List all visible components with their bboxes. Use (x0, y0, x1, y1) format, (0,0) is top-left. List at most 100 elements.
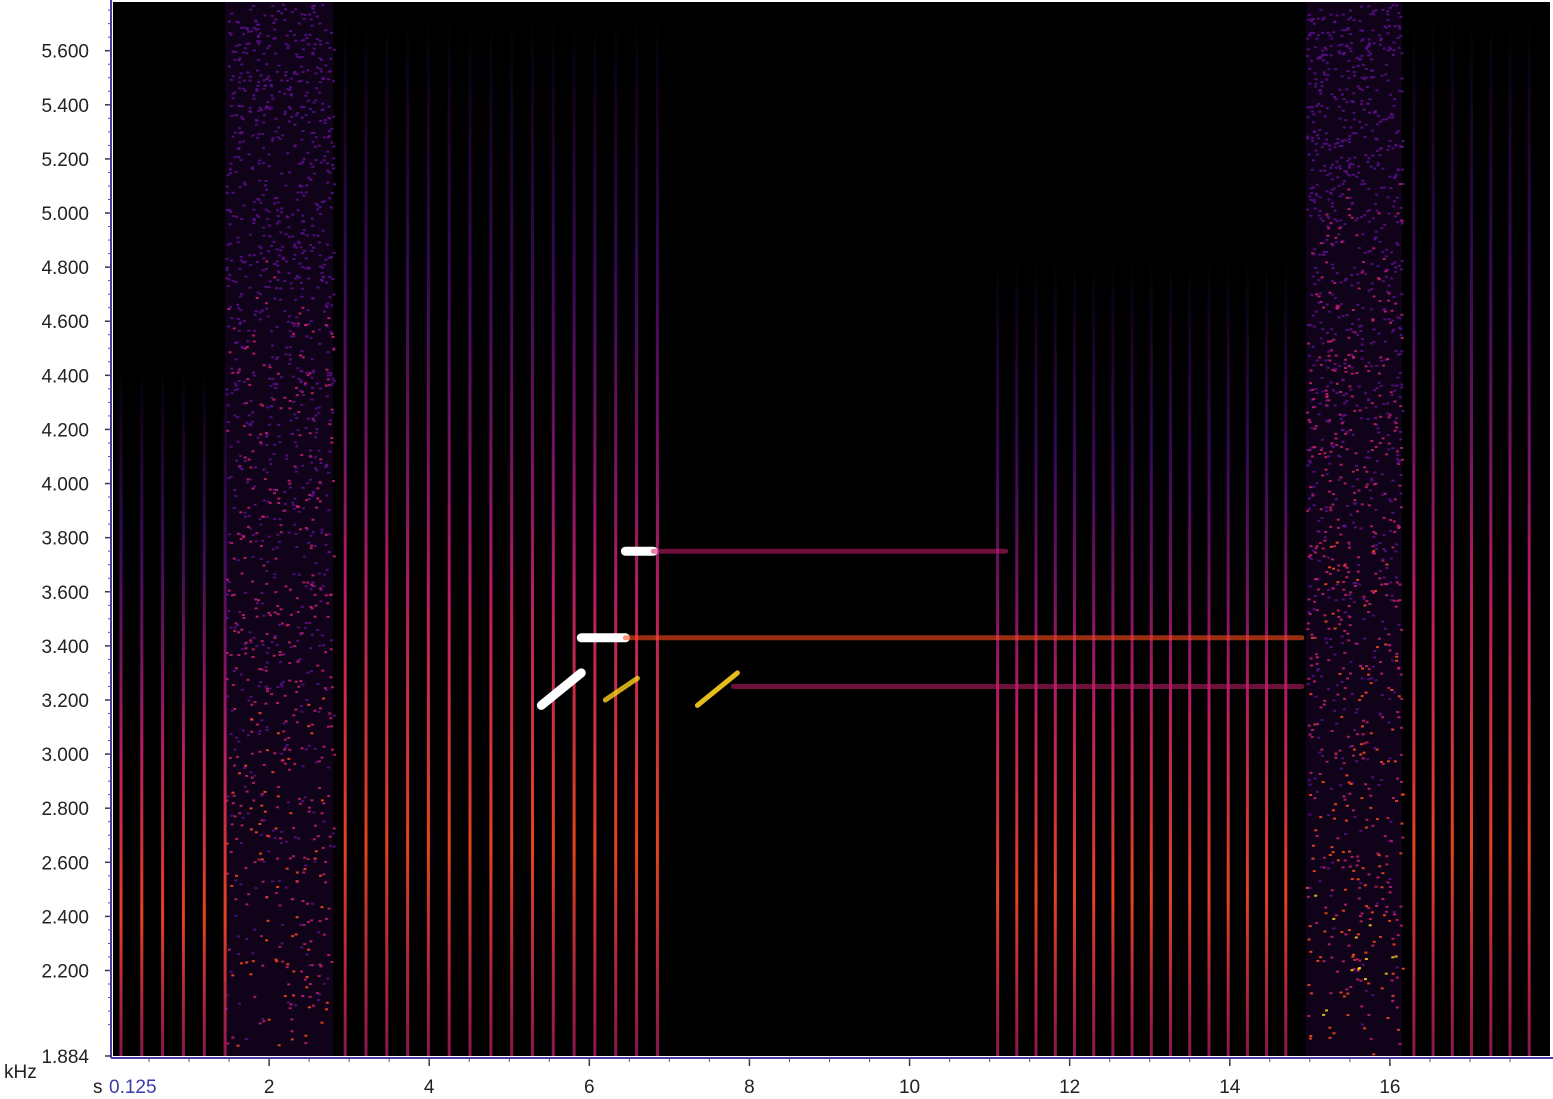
noise-dot (323, 119, 327, 122)
noise-dot (1348, 850, 1352, 853)
noise-dot (1396, 461, 1400, 464)
noise-dot (1369, 732, 1373, 735)
noise-dot (238, 104, 241, 107)
noise-dot (1317, 295, 1321, 298)
noise-dot (295, 275, 299, 278)
noise-dot (267, 286, 271, 289)
noise-dot (1384, 358, 1388, 361)
noise-dot (276, 857, 280, 860)
noise-dot (290, 11, 294, 14)
noise-dot (1389, 500, 1393, 503)
noise-dot (320, 272, 324, 274)
noise-dot (1333, 218, 1337, 221)
noise-dot (1361, 667, 1364, 670)
noise-dot (1379, 120, 1382, 123)
noise-dot (1367, 873, 1371, 876)
noise-dot (296, 112, 299, 115)
noise-dot (285, 454, 288, 457)
noise-dot (1324, 132, 1328, 135)
click-line (1188, 253, 1192, 1057)
noise-dot (275, 806, 279, 809)
noise-dot (246, 678, 250, 681)
noise-dot (275, 222, 279, 225)
noise-dot (1391, 116, 1395, 119)
noise-dot (243, 511, 247, 514)
noise-dot (313, 615, 317, 618)
noise-dot (1311, 844, 1315, 847)
noise-dot (279, 608, 283, 611)
noise-dot (320, 634, 324, 637)
noise-dot (299, 923, 303, 926)
noise-dot (275, 287, 279, 290)
noise-dot (272, 240, 276, 243)
noise-dot (1308, 887, 1312, 889)
noise-dot (240, 824, 244, 827)
noise-dot (257, 858, 261, 861)
noise-dot (1385, 583, 1389, 586)
noise-dot (260, 935, 263, 938)
noise-dot (1387, 448, 1391, 451)
noise-dot (1400, 447, 1404, 449)
noise-dot (1348, 865, 1352, 868)
click-line (181, 361, 185, 1056)
noise-dot (302, 105, 306, 108)
noise-dot (324, 594, 328, 597)
noise-dot (307, 725, 311, 728)
noise-dot (1329, 340, 1333, 343)
noise-dot (1314, 425, 1318, 428)
noise-dot (322, 697, 326, 700)
noise-dot (1388, 140, 1392, 143)
noise-dot (1357, 556, 1360, 559)
noise-dot (1346, 70, 1350, 72)
click-line (1450, 10, 1454, 1057)
noise-dot (1310, 633, 1314, 636)
noise-dot (261, 404, 265, 407)
noise-dot (1397, 46, 1401, 49)
noise-dot (292, 245, 296, 248)
noise-dot (239, 842, 243, 844)
noise-dot (1306, 622, 1310, 625)
noise-dot (232, 670, 236, 672)
noise-dot (274, 18, 278, 21)
noise-dot (312, 11, 316, 14)
noise-dot (257, 81, 261, 83)
noise-dot (255, 28, 258, 31)
noise-dot (1309, 554, 1313, 557)
noise-dot (260, 668, 264, 671)
noise-dot (237, 368, 241, 371)
noise-dot (294, 277, 298, 280)
noise-dot (261, 133, 265, 136)
noise-dot (1322, 142, 1326, 145)
noise-dot (1330, 243, 1334, 246)
noise-dot (259, 201, 263, 204)
noise-dot (270, 245, 273, 247)
noise-dot (1359, 29, 1363, 32)
noise-dot (267, 850, 271, 853)
click-line (426, 10, 430, 1057)
noise-dot (1321, 390, 1325, 393)
noise-dot (243, 785, 247, 788)
noise-dot (1359, 324, 1363, 327)
noise-dot (230, 823, 234, 826)
noise-dot (226, 1042, 230, 1045)
noise-dot (1350, 274, 1354, 277)
noise-dot (1310, 446, 1314, 449)
noise-dot (323, 982, 326, 985)
noise-dot (1372, 591, 1376, 594)
noise-dot (242, 87, 246, 90)
noise-dot (1321, 547, 1325, 550)
noise-dot (225, 651, 229, 654)
noise-dot (264, 669, 268, 672)
noise-dot (274, 52, 278, 55)
noise-dot (252, 49, 256, 52)
noise-dot (1363, 135, 1367, 138)
y-tick-label: 3.200 (41, 691, 89, 712)
noise-dot (235, 837, 239, 840)
noise-dot (267, 250, 271, 253)
noise-dot (248, 286, 252, 289)
noise-dot (1323, 115, 1327, 118)
noise-dot (277, 502, 281, 504)
noise-dot (1391, 479, 1395, 482)
noise-dot (227, 533, 231, 536)
noise-dot (1336, 837, 1340, 840)
